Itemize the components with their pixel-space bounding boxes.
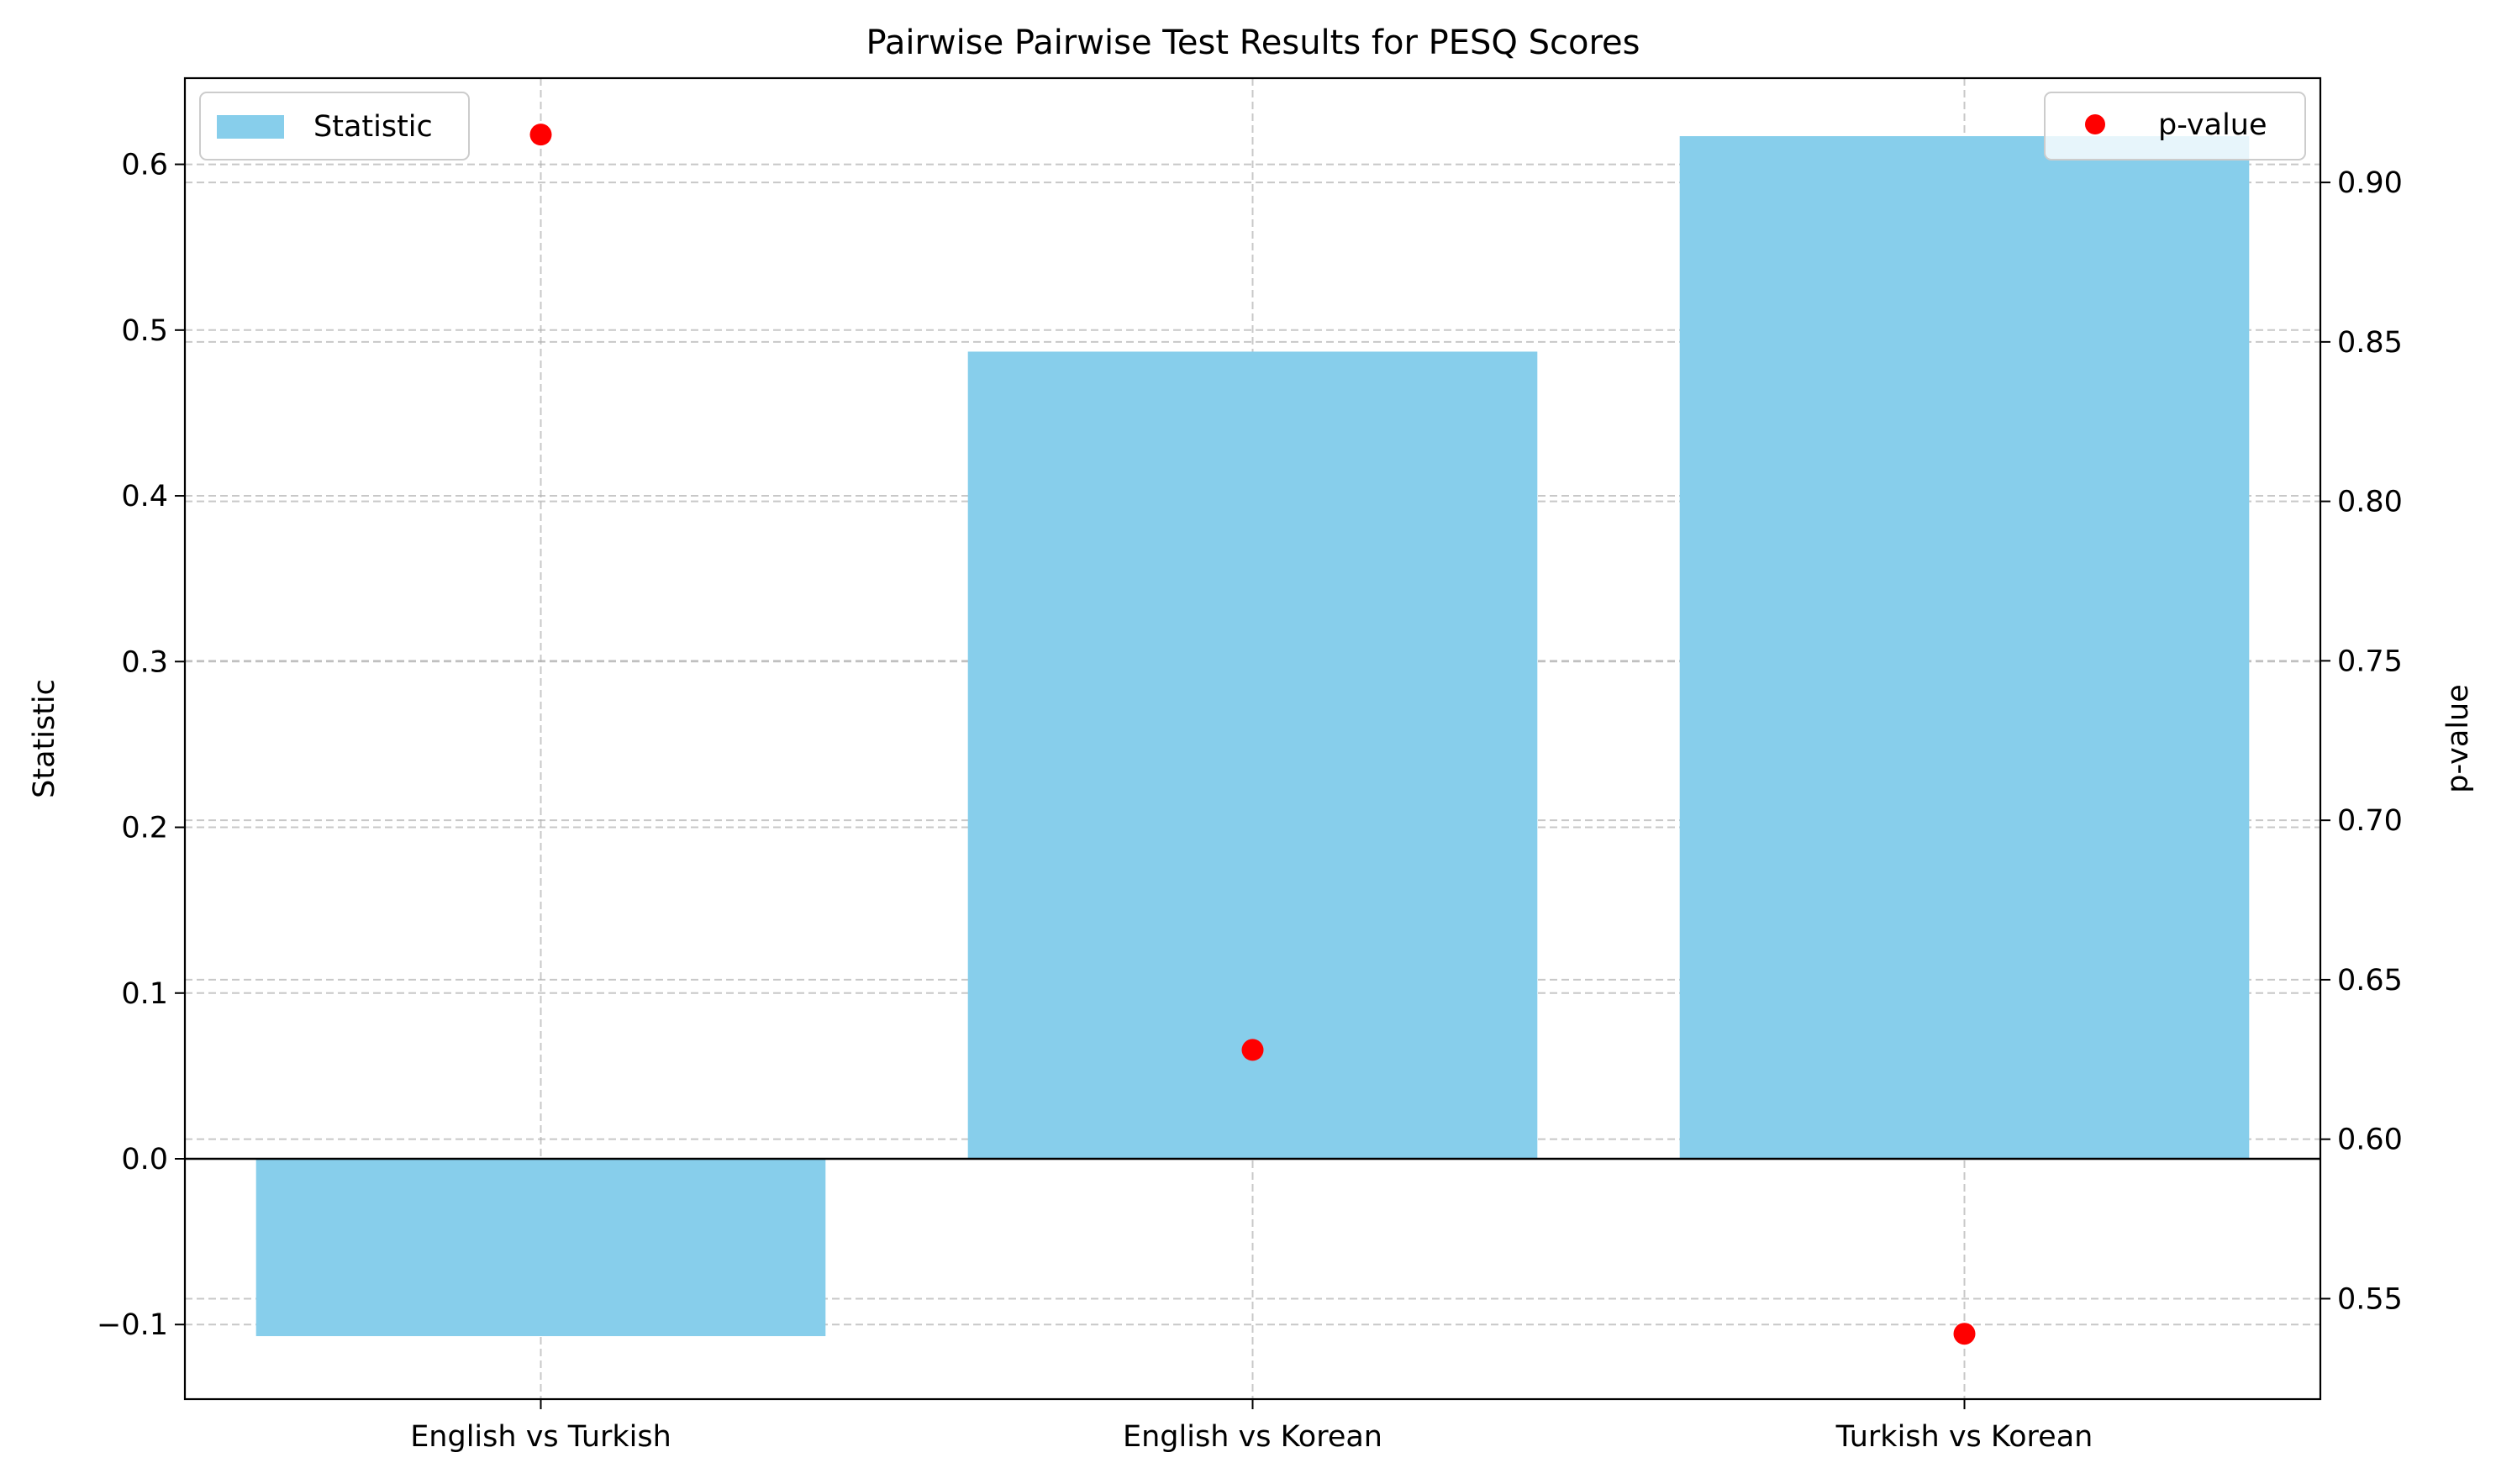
y-tick-label: 0.1 xyxy=(121,977,168,1011)
y2-tick-label: 0.60 xyxy=(2337,1124,2403,1157)
legend-pvalue: p-value xyxy=(2044,92,2306,161)
x-tick-label: Turkish vs Korean xyxy=(1835,1420,2093,1454)
y-tick-label: 0.2 xyxy=(121,812,168,845)
y-tick-label: 0.5 xyxy=(121,314,168,348)
pvalue-point-english-vs-turkish xyxy=(529,124,552,146)
legend-pvalue-marker xyxy=(2085,114,2105,134)
right-y-axis: 0.55 0.60 0.65 0.70 0.75 0.80 0.85 0.90 xyxy=(2320,166,2403,1316)
bar-turkish-vs-korean xyxy=(1679,136,2250,1160)
y2-tick-label: 0.70 xyxy=(2337,804,2403,838)
y2-tick-label: 0.75 xyxy=(2337,645,2403,678)
y-tick-label: 0.4 xyxy=(121,480,168,513)
bar-english-vs-turkish xyxy=(255,1159,826,1337)
pvalue-point-turkish-vs-korean xyxy=(1953,1323,1976,1345)
y-axis-label: Statistic xyxy=(28,679,61,798)
chart-title: Pairwise Pairwise Test Results for PESQ … xyxy=(866,24,1640,62)
y2-tick-label: 0.65 xyxy=(2337,964,2403,997)
y-tick-label: 0.6 xyxy=(121,149,168,182)
x-tick-label: English vs Turkish xyxy=(410,1420,671,1454)
y-tick-label: −0.1 xyxy=(97,1308,168,1342)
x-axis: English vs Turkish English vs Korean Turki… xyxy=(410,1399,2093,1454)
y2-tick-label: 0.80 xyxy=(2337,486,2403,519)
legend-pvalue-frame xyxy=(2044,92,2306,161)
y2-tick-label: 0.90 xyxy=(2337,166,2403,200)
pvalue-series xyxy=(529,124,1976,1345)
legend-statistic-frame xyxy=(199,92,470,161)
x-tick-label: English vs Korean xyxy=(1123,1420,1382,1454)
y2-tick-label: 0.55 xyxy=(2337,1282,2403,1316)
bar-series xyxy=(255,136,2250,1337)
legend-pvalue-label: p-value xyxy=(2158,108,2267,142)
y-tick-label: 0.0 xyxy=(121,1143,168,1176)
bar-english-vs-korean xyxy=(967,351,1538,1160)
legend-statistic-swatch xyxy=(217,115,284,139)
y-tick-label: 0.3 xyxy=(121,645,168,679)
legend-statistic-label: Statistic xyxy=(313,110,433,144)
legend-statistic: Statistic xyxy=(199,92,470,161)
y2-axis-label: p-value xyxy=(2441,684,2475,793)
pvalue-point-english-vs-korean xyxy=(1241,1039,1264,1061)
left-y-axis: −0.1 0.0 0.1 0.2 0.3 0.4 0.5 0.6 xyxy=(97,149,185,1342)
y2-tick-label: 0.85 xyxy=(2337,326,2403,360)
